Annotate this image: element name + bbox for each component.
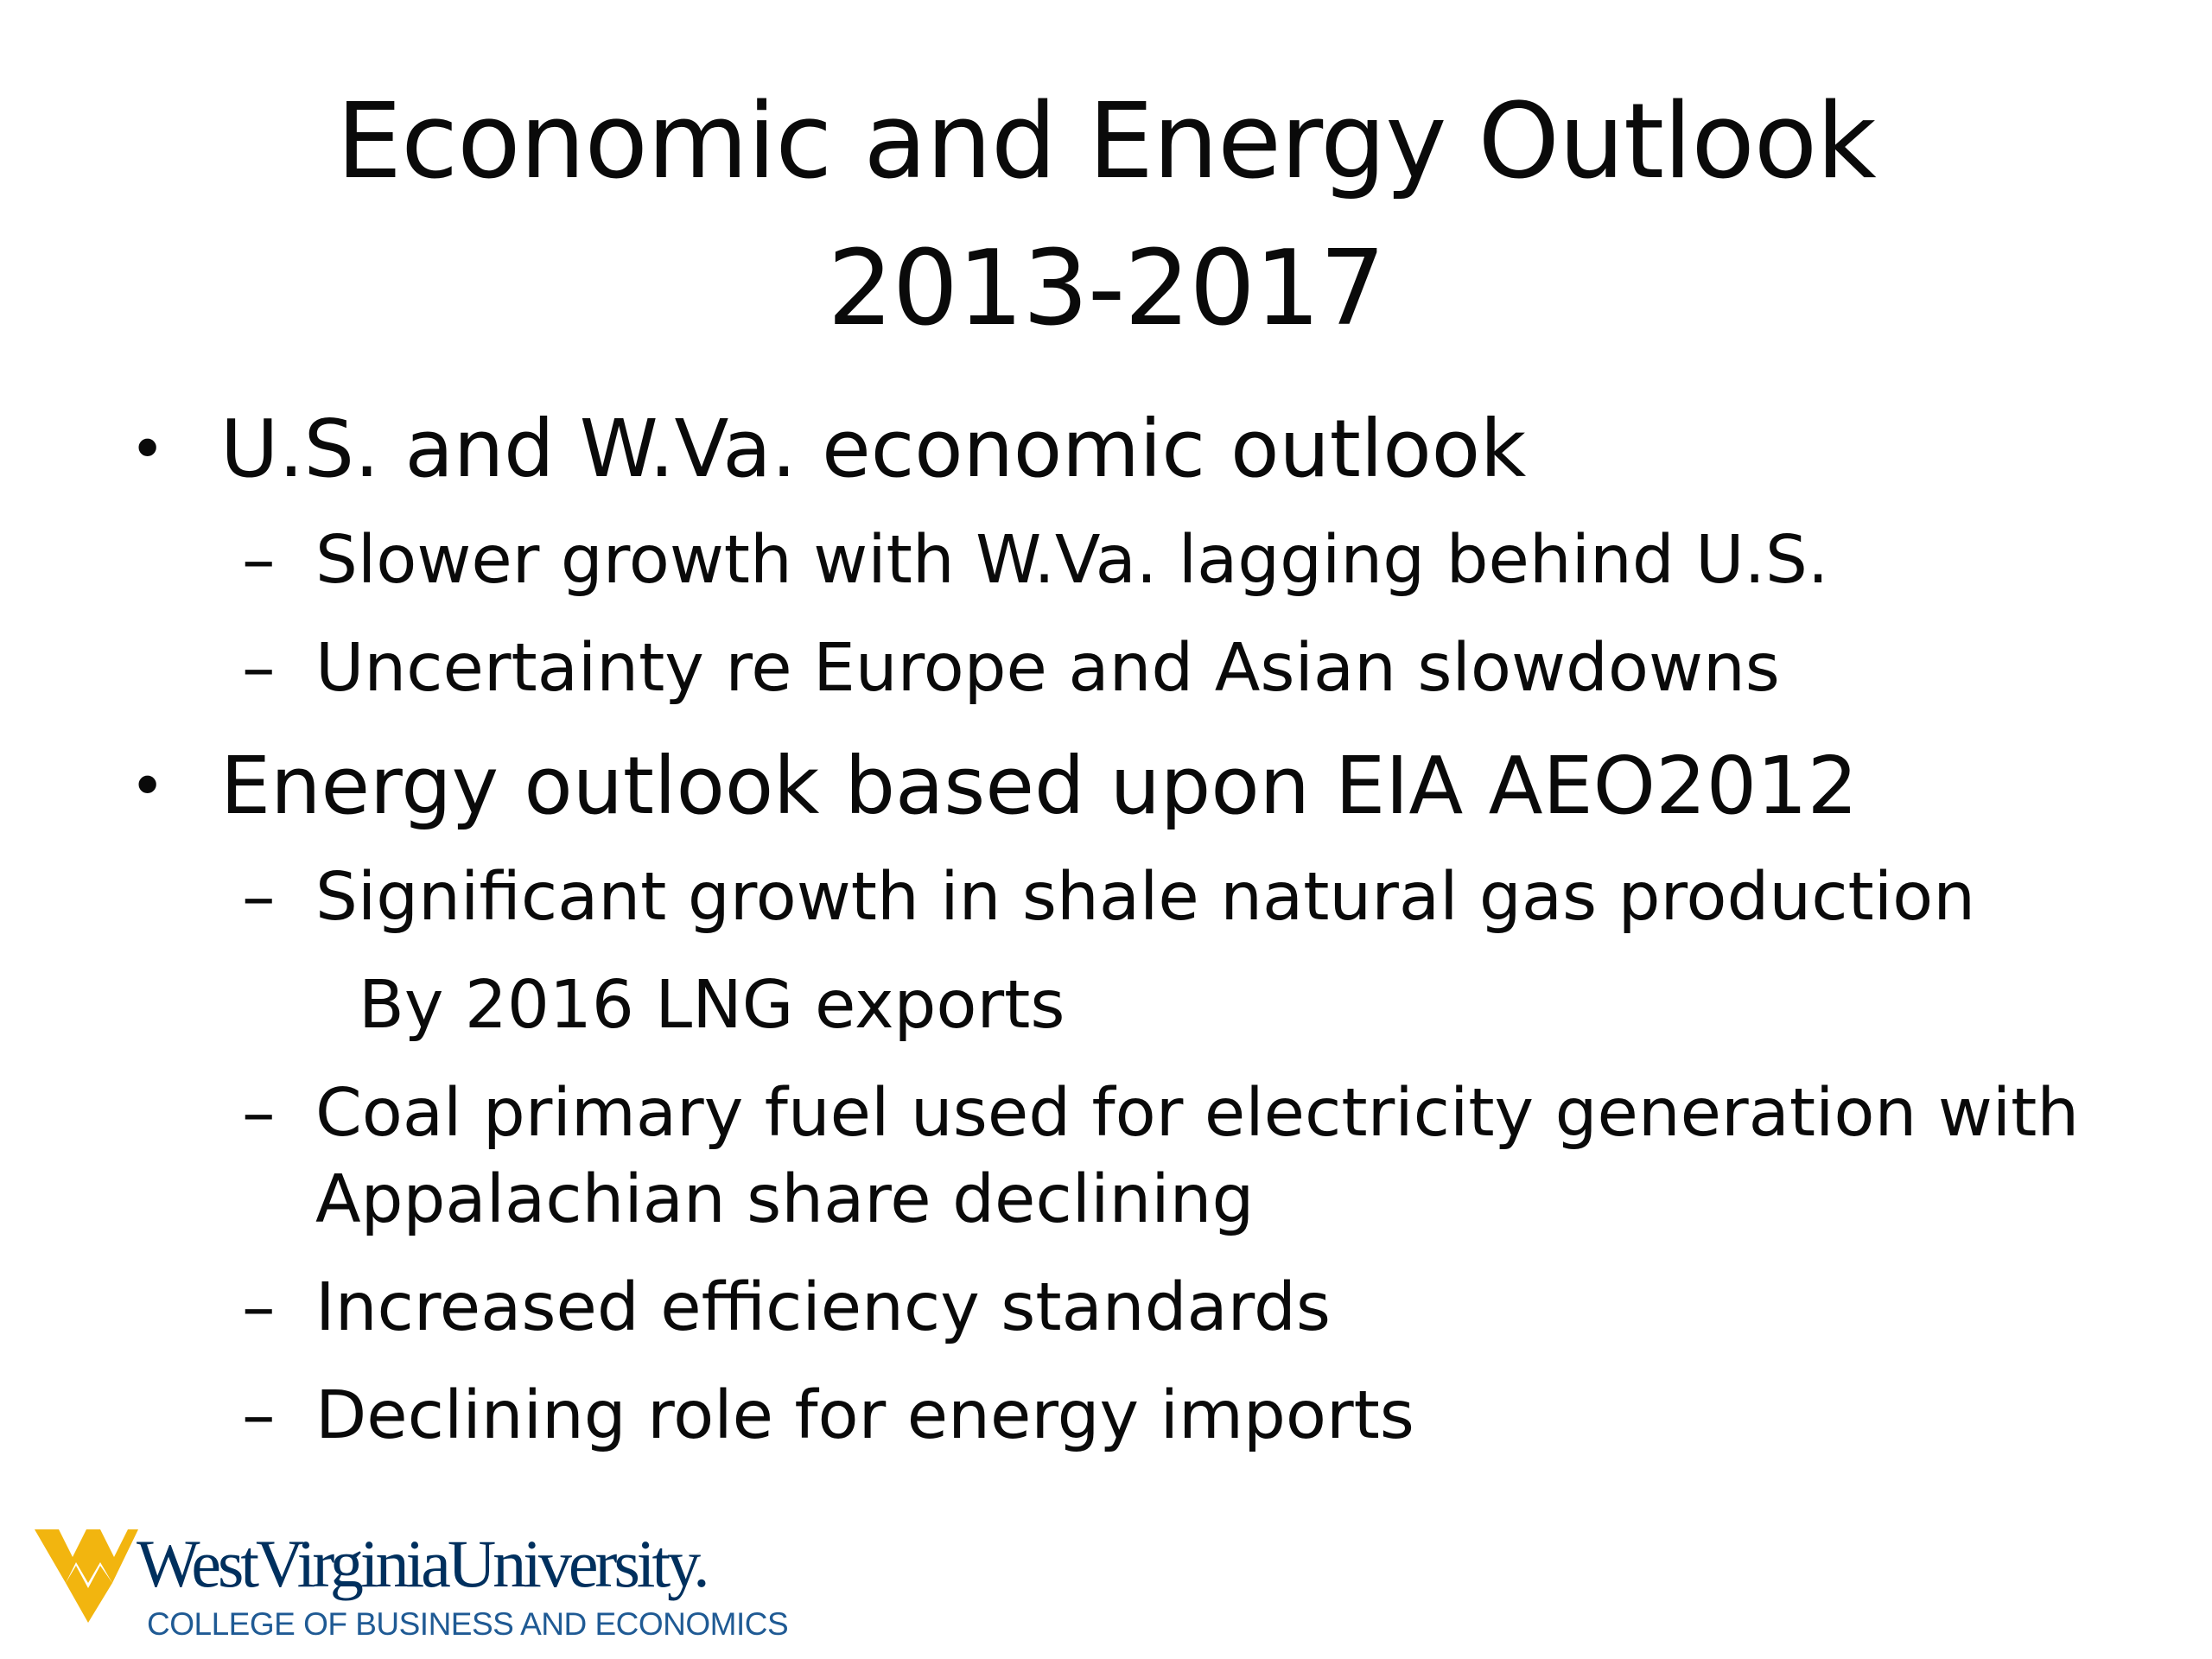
sub-bullet-text: Coal primary fuel used for electricity g… <box>315 1075 2080 1152</box>
title-line-2: 2013-2017 <box>827 229 1385 349</box>
dash-icon: – <box>242 1269 276 1346</box>
bullet-icon: • <box>130 414 166 485</box>
sub-bullet-text: Increased efficiency standards <box>315 1269 1331 1346</box>
wvu-wordmark: WestVirginiaUniversity. <box>137 1526 710 1601</box>
sub-bullet-text: Significant growth in shale natural gas … <box>315 859 1976 936</box>
dash-icon: – <box>242 1377 276 1454</box>
sub-bullet-text: Appalachian share declining <box>315 1161 1255 1238</box>
sub-bullet-text: Declining role for energy imports <box>315 1377 1414 1454</box>
bullet-text: Energy outlook based upon EIA AEO2012 <box>220 740 1859 832</box>
sub-bullet-text: Slower growth with W.Va. lagging behind … <box>315 522 1829 599</box>
sub-sub-text: By 2016 LNG exports <box>359 967 1065 1044</box>
bullet-text: U.S. and W.Va. economic outlook <box>220 403 1527 495</box>
dash-icon: – <box>242 630 276 707</box>
bullet-icon: • <box>130 751 166 822</box>
dash-icon: – <box>242 859 276 936</box>
title-line-1: Economic and Energy Outlook <box>336 82 1876 202</box>
slide-title: Economic and Energy Outlook 2013-2017 <box>0 69 2212 363</box>
dash-icon: – <box>242 522 276 599</box>
college-name: COLLEGE OF BUSINESS AND ECONOMICS <box>147 1606 789 1642</box>
dash-icon: – <box>242 1075 276 1152</box>
flying-wv-icon <box>35 1529 138 1623</box>
wvu-logo: WestVirginiaUniversity. COLLEGE OF BUSIN… <box>35 1521 795 1650</box>
sub-bullet-text: Uncertainty re Europe and Asian slowdown… <box>315 630 1780 707</box>
